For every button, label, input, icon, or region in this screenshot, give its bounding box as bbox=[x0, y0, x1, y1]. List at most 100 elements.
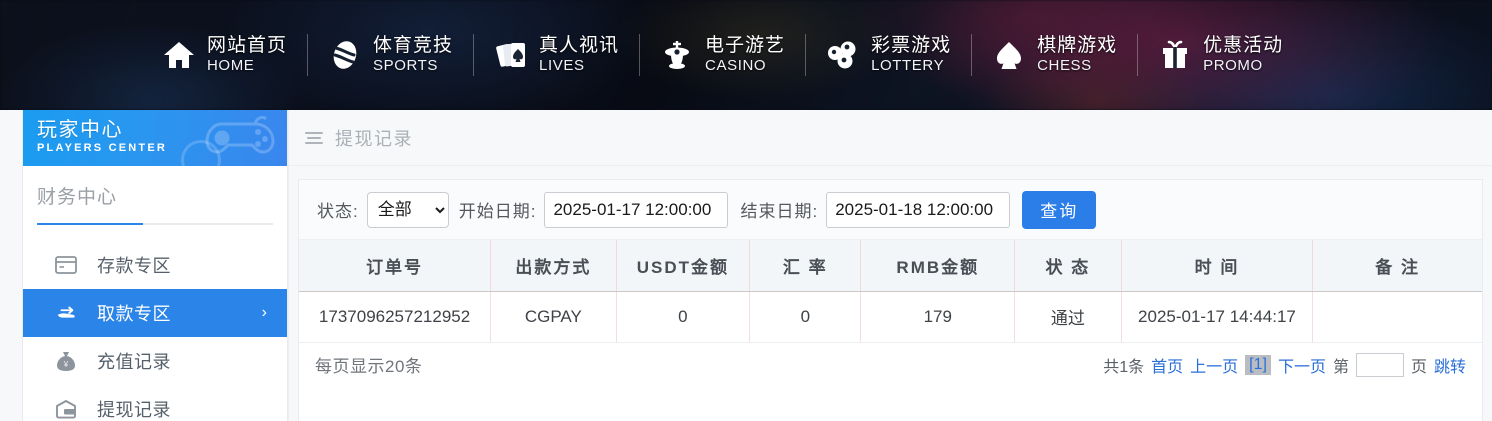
nav-item-text: 彩票游戏 LOTTERY bbox=[871, 35, 951, 74]
lottery-balls-icon bbox=[826, 38, 860, 72]
sidebar-section-underline bbox=[37, 223, 273, 225]
nav-item-label-en: LIVES bbox=[539, 56, 585, 74]
nav-item-lottery[interactable]: 彩票游戏 LOTTERY bbox=[824, 35, 953, 74]
nav-separator bbox=[805, 34, 807, 76]
spade-icon bbox=[992, 38, 1026, 72]
nav-item-sports[interactable]: 体育竞技 SPORTS bbox=[326, 35, 455, 74]
card-icon bbox=[55, 254, 77, 276]
sidebar-item-label: 充值记录 bbox=[97, 352, 171, 372]
table-cell-rate: 0 bbox=[749, 291, 862, 343]
sidebar-item-2[interactable]: ¥ 充值记录 bbox=[23, 337, 287, 385]
table-cell-usdt: 0 bbox=[616, 291, 751, 343]
nav-item-label-en: LOTTERY bbox=[871, 56, 945, 74]
sidebar-item-1[interactable]: 取款专区 › bbox=[23, 289, 287, 337]
home-icon bbox=[162, 38, 196, 72]
sidebar-title-en: PLAYERS CENTER bbox=[37, 142, 168, 154]
hamburger-icon[interactable] bbox=[305, 131, 323, 144]
nav-item-text: 网站首页 HOME bbox=[207, 35, 287, 74]
banner-vignette bbox=[0, 0, 1492, 110]
jump-page-input[interactable] bbox=[1355, 352, 1404, 377]
nav-item-chess[interactable]: 棋牌游戏 CHESS bbox=[990, 35, 1119, 74]
table-column-header: 汇 率 bbox=[749, 240, 862, 292]
nav-item-label-cn: 电子游艺 bbox=[705, 35, 786, 57]
nav-item-text: 棋牌游戏 CHESS bbox=[1037, 35, 1117, 74]
current-page[interactable]: [1] bbox=[1245, 354, 1271, 375]
nav-item-lives[interactable]: 真人视讯 LIVES bbox=[492, 35, 621, 74]
gift-icon bbox=[1158, 38, 1192, 72]
nav-item-label-cn: 优惠活动 bbox=[1203, 35, 1284, 57]
sidebar-menu: 存款专区取款专区 › ¥ 充值记录提现记录 bbox=[23, 225, 287, 421]
table-column-header: 订单号 bbox=[299, 240, 492, 292]
sports-ball-icon bbox=[328, 38, 362, 72]
sidebar-item-3[interactable]: 提现记录 bbox=[23, 385, 287, 421]
per-page-label: 每页显示20条 bbox=[315, 357, 423, 376]
nav-item-home[interactable]: 网站首页 HOME bbox=[160, 35, 289, 74]
pagination: 共1条 首页 上一页 [1] 下一页 第 页 跳转 bbox=[1103, 352, 1466, 377]
nav-item-text: 电子游艺 CASINO bbox=[705, 35, 785, 74]
table-cell-order-no: 1737096257212952 bbox=[299, 291, 492, 343]
sidebar-title-cn: 玩家中心 bbox=[37, 119, 123, 141]
prev-page-link[interactable]: 上一页 bbox=[1190, 358, 1239, 376]
end-date-label: 结束日期: bbox=[740, 202, 819, 221]
next-page-link[interactable]: 下一页 bbox=[1277, 358, 1326, 376]
nav-item-label-en: CASINO bbox=[705, 56, 767, 74]
sidebar-item-label: 存款专区 bbox=[97, 256, 171, 276]
table-cell-note bbox=[1312, 291, 1482, 343]
nav-separator bbox=[971, 34, 973, 76]
nav-item-label-en: HOME bbox=[207, 56, 255, 74]
nav-item-label-cn: 棋牌游戏 bbox=[1037, 35, 1118, 57]
sidebar-header: 玩家中心 PLAYERS CENTER bbox=[23, 110, 287, 166]
nav-item-text: 优惠活动 PROMO bbox=[1203, 35, 1283, 74]
playing-cards-icon bbox=[494, 38, 528, 72]
chevron-right-icon: › bbox=[261, 304, 267, 321]
table-footer: 每页显示20条 共1条 首页 上一页 [1] 下一页 第 页 跳转 bbox=[299, 343, 1482, 387]
nav-item-label-en: SPORTS bbox=[373, 56, 439, 74]
table-header-row: 订单号 出款方式 USDT金额汇 率 RMB金额状 态时 间备 注 bbox=[299, 240, 1482, 292]
table-cell-status: 通过 bbox=[1014, 291, 1122, 343]
nav-item-casino[interactable]: 电子游艺 CASINO bbox=[658, 35, 787, 74]
end-date-input[interactable] bbox=[826, 191, 1011, 228]
nav-item-promo[interactable]: 优惠活动 PROMO bbox=[1156, 35, 1285, 74]
jump-button[interactable]: 跳转 bbox=[1433, 358, 1466, 376]
page-title: 提现记录 bbox=[335, 128, 413, 149]
sidebar-item-label: 提现记录 bbox=[97, 400, 171, 420]
nav-separator bbox=[473, 34, 475, 76]
nav-item-label-en: PROMO bbox=[1203, 56, 1263, 74]
sidebar-item-label: 取款专区 bbox=[97, 304, 171, 324]
money-bag-icon: ¥ bbox=[55, 350, 77, 372]
nav-item-label-cn: 网站首页 bbox=[207, 35, 288, 57]
gamepad-icon bbox=[203, 114, 277, 165]
table-cell-time: 2025-01-17 14:44:17 bbox=[1121, 291, 1314, 343]
nav-item-label-en: CHESS bbox=[1037, 56, 1092, 74]
jump-prefix-label: 第 bbox=[1332, 358, 1349, 376]
query-button[interactable]: 查询 bbox=[1022, 190, 1097, 229]
status-select[interactable]: 全部 bbox=[366, 191, 449, 228]
page-body: 玩家中心 PLAYERS CENTER 财务中心 存款专区 取款专区 › ¥ 充值记录提… bbox=[0, 110, 1492, 421]
nav-item-label-cn: 体育竞技 bbox=[373, 35, 454, 57]
start-date-input[interactable] bbox=[544, 191, 729, 228]
page-title-bar: 提现记录 bbox=[289, 110, 1492, 166]
table-cell-rmb: 179 bbox=[860, 291, 1016, 343]
jump-suffix-label: 页 bbox=[1410, 358, 1427, 376]
filter-bar: 状态: 全部 开始日期: 结束日期: 查询 bbox=[299, 180, 1482, 240]
sidebar: 玩家中心 PLAYERS CENTER 财务中心 存款专区取款专区 › ¥ 充值记录提… bbox=[22, 110, 288, 421]
table-head: 订单号 出款方式 USDT金额汇 率 RMB金额状 态时 间备 注 bbox=[299, 240, 1482, 292]
sidebar-section-label: 财务中心 bbox=[37, 187, 118, 208]
table-column-header: USDT金额 bbox=[616, 240, 751, 292]
nav-separator bbox=[1137, 34, 1139, 76]
decorative-circle bbox=[181, 140, 221, 166]
nav-item-label-cn: 真人视讯 bbox=[539, 35, 620, 57]
table-body: 1737096257212952 CGPAY 0 0 179 通过 2025-01-17 1… bbox=[299, 291, 1482, 343]
banner-background bbox=[0, 0, 1492, 110]
table-column-header: 状 态 bbox=[1014, 240, 1122, 292]
first-page-link[interactable]: 首页 bbox=[1151, 358, 1184, 376]
records-table: 订单号 出款方式 USDT金额汇 率 RMB金额状 态时 间备 注 173709625… bbox=[299, 240, 1482, 343]
total-count: 共1条 bbox=[1103, 358, 1145, 376]
nav-item-text: 体育竞技 SPORTS bbox=[373, 35, 453, 74]
nav-separator bbox=[307, 34, 309, 76]
table-column-header: RMB金额 bbox=[860, 240, 1016, 292]
table-column-header: 备 注 bbox=[1312, 240, 1482, 292]
sidebar-item-0[interactable]: 存款专区 bbox=[23, 241, 287, 289]
table-cell-method: CGPAY bbox=[490, 291, 617, 343]
